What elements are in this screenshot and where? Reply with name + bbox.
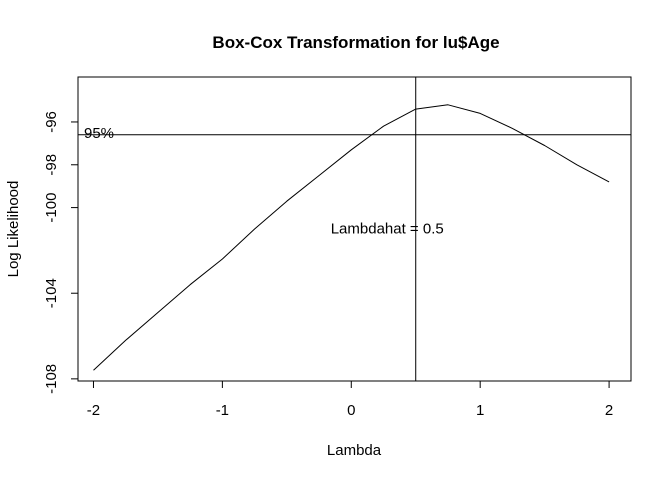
x-axis: -2 -1 0 1 2 xyxy=(87,380,613,419)
chart-title: Box-Cox Transformation for lu$Age xyxy=(212,33,499,52)
x-tick-label: 0 xyxy=(347,402,355,419)
x-tick-label: 2 xyxy=(605,402,613,419)
lambdahat-label: Lambdahat = 0.5 xyxy=(331,220,444,237)
y-axis: -108 -104 -100 -98 -96 xyxy=(43,111,79,394)
y-tick-label: -108 xyxy=(43,364,60,394)
y-tick-label: -98 xyxy=(43,154,60,176)
x-tick-label: 1 xyxy=(476,402,484,419)
y-axis-label: Log Likelihood xyxy=(5,181,22,278)
log-likelihood-curve xyxy=(93,104,610,371)
y-tick-label: -100 xyxy=(43,193,60,223)
y-tick-label: -104 xyxy=(43,278,60,308)
x-tick-label: -1 xyxy=(216,402,229,419)
plot-area: 95% Lambdahat = 0.5 xyxy=(78,77,631,381)
y-tick-label: -96 xyxy=(43,111,60,133)
x-axis-label: Lambda xyxy=(327,442,382,459)
ci-95-label: 95% xyxy=(84,125,114,142)
x-tick-label: -2 xyxy=(87,402,100,419)
